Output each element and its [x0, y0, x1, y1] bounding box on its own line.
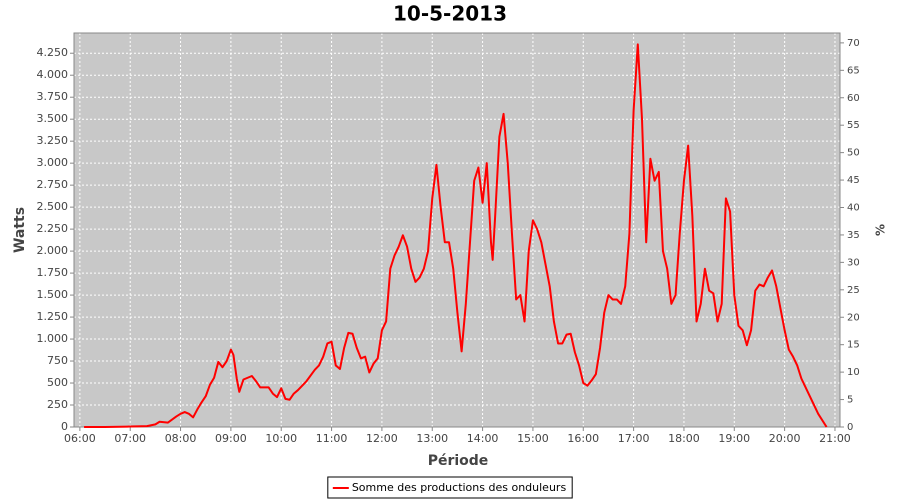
y-tick-label: 1.500: [37, 288, 69, 301]
data-line: [84, 43, 828, 428]
y-tick-label: 250: [47, 398, 68, 411]
y2-tick-label: 0: [847, 422, 853, 433]
y2-tick-label: 50: [847, 148, 860, 159]
legend: Somme des productions des onduleurs: [327, 476, 573, 499]
plot-area: [74, 33, 840, 427]
y2-tick-label: 40: [847, 203, 860, 214]
y2-tick-label: 65: [847, 65, 860, 76]
chart-title: 10-5-2013: [393, 2, 507, 26]
y-tick-label: 2.750: [37, 178, 69, 191]
y2-tick-label: 10: [847, 367, 860, 378]
y2-tick-label: 60: [847, 93, 860, 104]
y-tick-label: 2.500: [37, 200, 69, 213]
plot-border: [73, 32, 841, 428]
y-tick-label: 1.750: [37, 266, 69, 279]
y-tick-label: 1.250: [37, 310, 69, 323]
x-tick-label: 15:00: [517, 432, 549, 445]
y-tick-label: 3.750: [37, 90, 69, 103]
legend-label: Somme des productions des onduleurs: [352, 481, 567, 494]
x-tick-label: 17:00: [618, 432, 650, 445]
y2-axis-title: %: [874, 224, 888, 236]
x-tick-label: 19:00: [718, 432, 750, 445]
y2-tick-label: 45: [847, 175, 860, 186]
y2-tick-label: 35: [847, 230, 860, 241]
y-tick-label: 750: [47, 354, 68, 367]
y2-tick-label: 5: [847, 395, 853, 406]
x-tick-label: 12:00: [366, 432, 398, 445]
legend-box: [327, 476, 573, 499]
x-tick-label: 07:00: [114, 432, 146, 445]
x-tick-label: 21:00: [819, 432, 851, 445]
x-tick-label: 20:00: [769, 432, 801, 445]
y2-tick-label: 55: [847, 120, 860, 131]
y2-tick-label: 70: [847, 38, 860, 49]
y2-tick-label: 20: [847, 312, 860, 323]
y-tick-label: 3.000: [37, 156, 69, 169]
x-tick-label: 16:00: [567, 432, 599, 445]
x-tick-label: 11:00: [316, 432, 348, 445]
y-tick-label: 3.500: [37, 112, 69, 125]
x-tick-label: 06:00: [64, 432, 96, 445]
y-axis-title: Watts: [12, 207, 28, 253]
x-tick-label: 10:00: [265, 432, 297, 445]
y2-tick-label: 15: [847, 340, 860, 351]
y2-tick-label: 30: [847, 257, 860, 268]
x-tick-label: 08:00: [165, 432, 197, 445]
y-tick-label: 2.250: [37, 222, 69, 235]
y-tick-label: 0: [61, 420, 68, 433]
x-tick-label: 09:00: [215, 432, 247, 445]
y-tick-label: 4.250: [37, 46, 69, 59]
y-tick-label: 4.000: [37, 68, 69, 81]
x-axis-title: Période: [428, 453, 489, 469]
y-tick-label: 2.000: [37, 244, 69, 257]
x-tick-label: 18:00: [668, 432, 700, 445]
y-tick-label: 3.250: [37, 134, 69, 147]
y-tick-label: 1.000: [37, 332, 69, 345]
x-tick-label: 14:00: [467, 432, 499, 445]
x-tick-label: 13:00: [416, 432, 448, 445]
y-tick-label: 500: [47, 376, 68, 389]
y2-tick-label: 25: [847, 285, 860, 296]
